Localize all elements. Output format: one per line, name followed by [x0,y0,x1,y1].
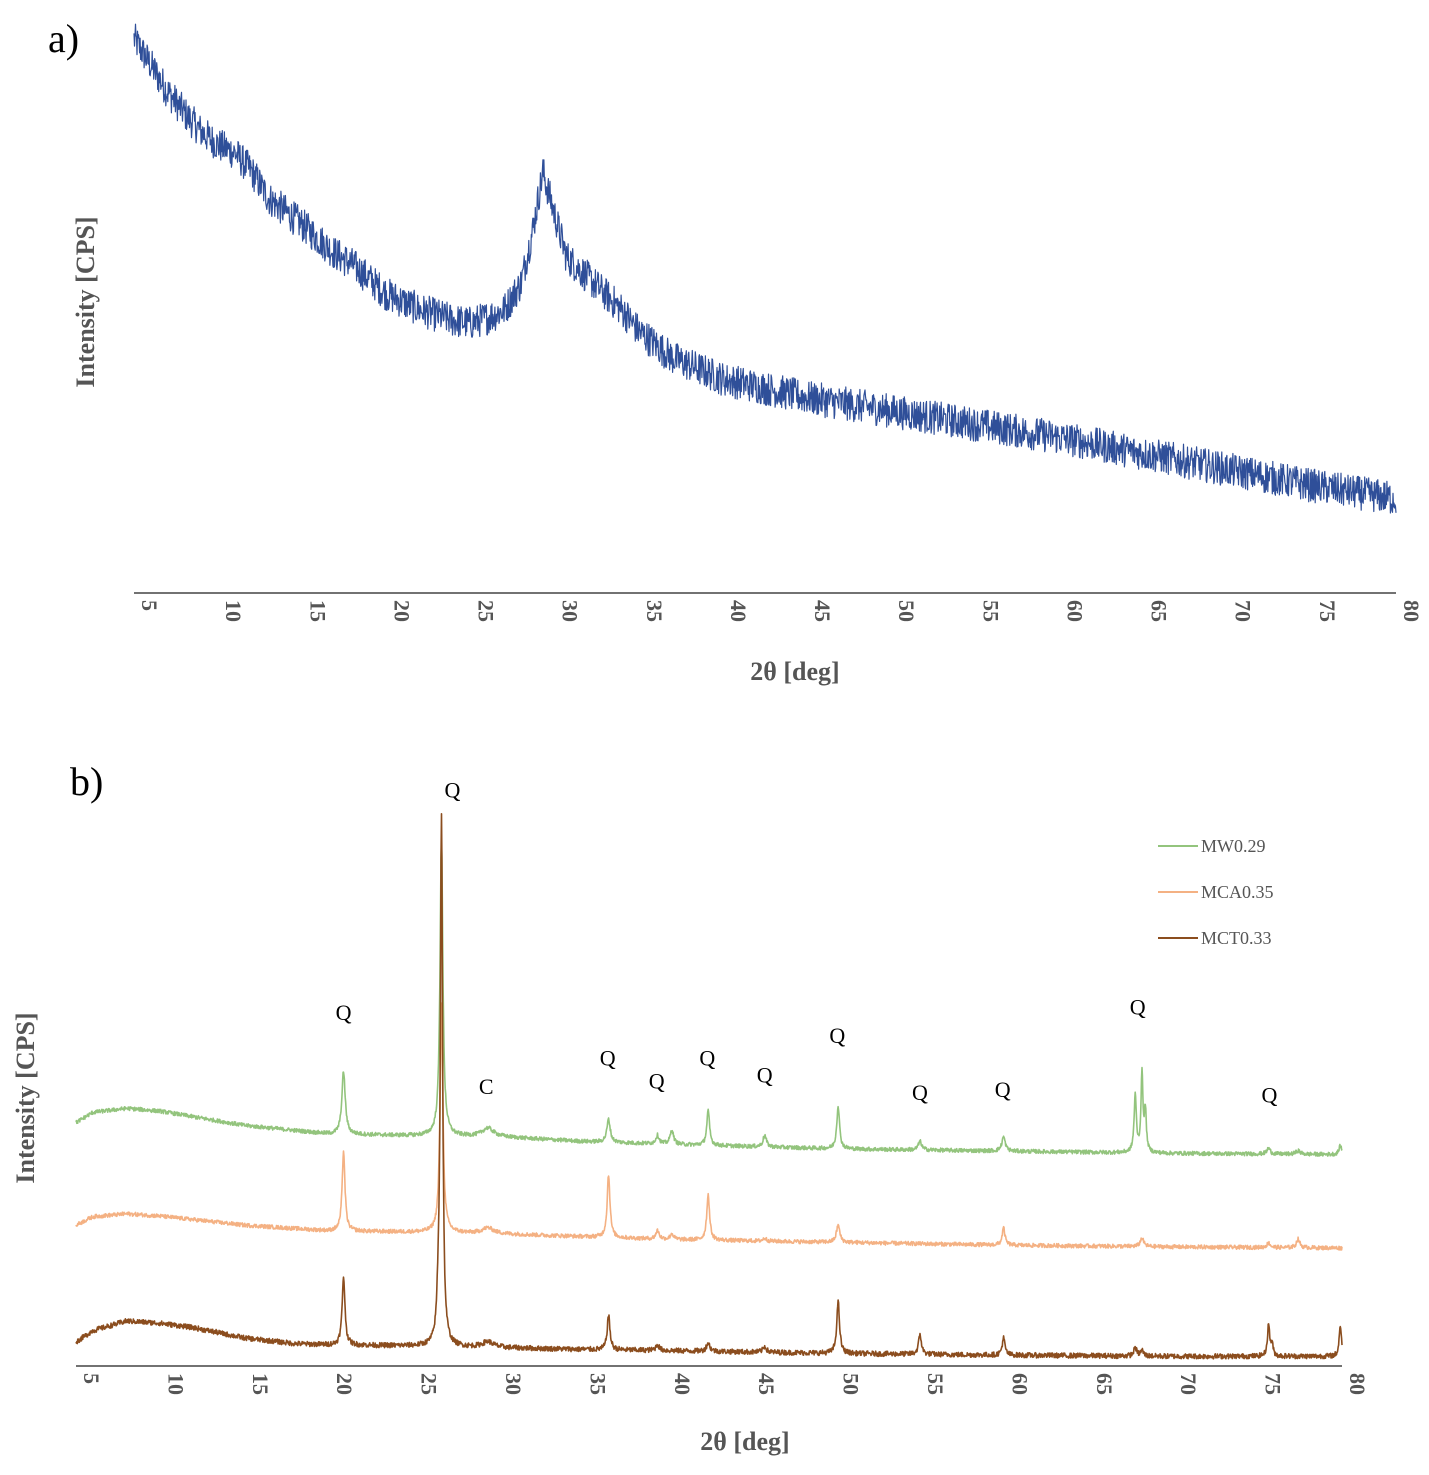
quartz-peak-label: Q [1261,1083,1277,1108]
x-tick-label: 15 [248,1373,273,1395]
series-line-sample [133,23,1397,514]
quartz-peak-label: Q [600,1046,616,1071]
x-tick-label: 50 [839,1373,864,1395]
quartz-peak-label: Q [336,1000,352,1025]
x-tick-label: 75 [1261,1373,1286,1395]
x-tick-label: 15 [305,600,330,622]
x-tick-label: 70 [1231,600,1256,622]
panel-a-x-ticks: 5 10 15 20 25 30 35 40 45 50 55 60 65 70 75 80 [137,600,1424,622]
quartz-peak-label: Q [444,778,460,803]
x-tick-label: 10 [163,1373,188,1395]
quartz-peak-label: Q [912,1080,928,1105]
panel-b-legend: MW0.29 MCA0.35 MCT0.33 [1158,836,1274,948]
x-tick-label: 65 [1092,1373,1117,1395]
quartz-peak-label: Q [649,1068,665,1093]
x-tick-label: 45 [754,1373,779,1395]
x-tick-label: 80 [1345,1373,1370,1395]
x-tick-label: 80 [1399,600,1424,622]
x-tick-label: 40 [726,600,751,622]
series-line-mw0-29 [75,840,1343,1157]
x-tick-label: 35 [585,1373,610,1395]
x-tick-label: 10 [221,600,246,622]
panel-b-x-axis-title: 2θ [deg] [700,1427,789,1456]
x-tick-label: 20 [389,600,414,622]
x-tick-label: 35 [642,600,667,622]
x-tick-label: 5 [137,600,162,611]
x-tick-label: 30 [501,1373,526,1395]
calcite-peak-label: C [479,1074,494,1099]
x-tick-label: 60 [1062,600,1087,622]
legend-entry: MCA0.35 [1201,882,1274,902]
panel-a-series [133,23,1397,514]
x-tick-label: 70 [1176,1373,1201,1395]
panel-b-y-axis-title: Intensity [CPS] [11,1012,40,1183]
quartz-peak-label: Q [699,1046,715,1071]
x-tick-label: 60 [1007,1373,1032,1395]
x-tick-label: 30 [558,600,583,622]
panel-b-label: b) [70,759,103,804]
x-tick-label: 45 [810,600,835,622]
x-tick-label: 25 [417,1373,442,1395]
x-tick-label: 75 [1315,600,1340,622]
quartz-peak-label: Q [757,1063,773,1088]
x-tick-label: 55 [923,1373,948,1395]
panel-a-y-axis-title: Intensity [CPS] [71,216,100,387]
x-tick-label: 50 [894,600,919,622]
panel-a-x-axis-title: 2θ [deg] [750,657,839,686]
quartz-peak-label: Q [1130,994,1146,1019]
legend-entry: MCT0.33 [1201,928,1272,948]
panel-b-x-ticks: 5 10 15 20 25 30 35 40 45 50 55 60 65 70 75 80 [79,1373,1370,1395]
series-line-mct0-33 [75,812,1343,1360]
quartz-peak-label: Q [995,1077,1011,1102]
x-tick-label: 20 [332,1373,357,1395]
legend-entry: MW0.29 [1201,836,1266,856]
x-tick-label: 40 [670,1373,695,1395]
panel-b-peak-annotations: Q Q C Q Q Q Q Q Q Q Q Q [336,778,1278,1108]
x-tick-label: 65 [1147,600,1172,622]
panel-b: b) Intensity [CPS] 2θ [deg] 5 10 15 20 25 30 3… [11,759,1370,1456]
quartz-peak-label: Q [829,1023,845,1048]
x-tick-label: 25 [474,600,499,622]
panel-b-series [75,812,1343,1360]
panel-a: a) Intensity [CPS] 2θ [deg] 5 10 15 20 25 30 3… [48,16,1424,686]
panel-a-label: a) [48,16,79,61]
series-line-mca0-35 [75,1002,1343,1251]
x-tick-label: 55 [978,600,1003,622]
x-tick-label: 5 [79,1373,104,1384]
